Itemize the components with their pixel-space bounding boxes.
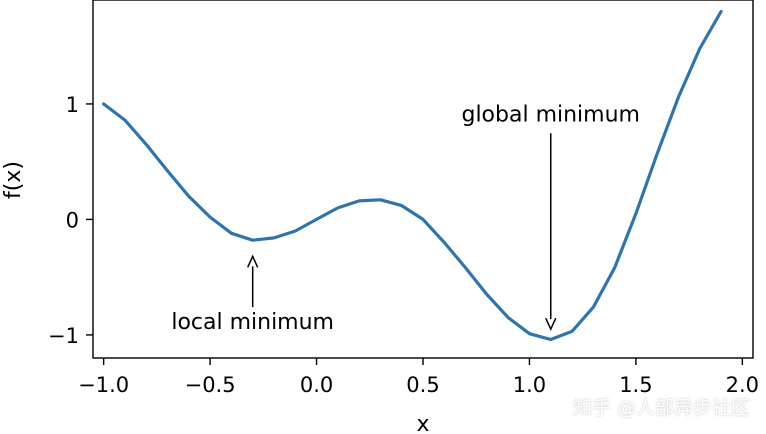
- x-tick-label: 1.0: [513, 373, 546, 397]
- annotation-layer: local minimum global minimum: [171, 102, 640, 335]
- y-tick-label: 1: [66, 93, 79, 117]
- annotation-label: local minimum: [171, 310, 334, 335]
- annotation-label: global minimum: [461, 102, 640, 127]
- series-layer: [101, 9, 723, 342]
- series-line: [101, 9, 723, 342]
- y-tick-label: −1: [48, 324, 79, 348]
- x-axis: −1.0 −0.5 0.0 0.5 1.0 1.5 2.0: [78, 358, 759, 397]
- x-tick-label: 2.0: [726, 373, 759, 397]
- axes-box: [92, 0, 754, 359]
- plot-frame: [92, 0, 754, 359]
- watermark-text: 知乎 @人部异步社区: [572, 397, 750, 419]
- annotation-arrowhead: [246, 254, 259, 268]
- y-axis: −1 0 1: [48, 93, 93, 348]
- y-tick-label: 0: [66, 208, 79, 232]
- x-tick-label: 0.5: [406, 373, 439, 397]
- annotation-arrowhead: [545, 317, 557, 331]
- x-axis-label: x: [416, 412, 429, 434]
- x-tick-label: −1.0: [78, 373, 129, 397]
- x-tick-label: 1.5: [619, 373, 652, 397]
- x-tick-label: −0.5: [185, 373, 236, 397]
- y-axis-label: f(x): [1, 161, 26, 199]
- x-tick-label: 0.0: [300, 373, 333, 397]
